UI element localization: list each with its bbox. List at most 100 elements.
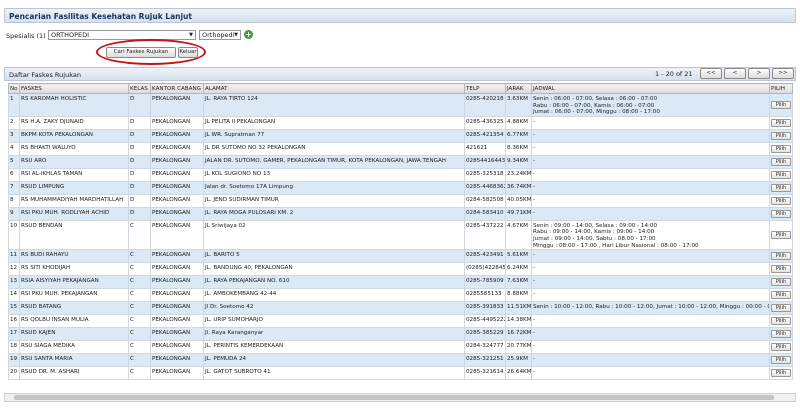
select-button[interactable]: Pilih	[771, 157, 791, 166]
table-cell: 1	[8, 93, 20, 117]
search-button[interactable]: Cari Faskes Rujukan	[106, 47, 176, 58]
table-cell: BKPM KOTA PEKALONGAN	[19, 128, 129, 143]
column-header: JADWAL	[531, 83, 770, 94]
table-row: 7 RSUD LIMPUNG D PEKALONGAN Jalan dr. Soetom…	[8, 180, 793, 195]
select-button[interactable]: Pilih	[771, 183, 791, 192]
schedule-line: -	[533, 369, 536, 376]
schedule-cell: -	[531, 353, 770, 368]
table-cell: RSUD BATANG	[19, 301, 129, 316]
table-cell: JL. URIP SUMOHARJO	[203, 314, 465, 329]
table-cell: PEKALONGAN	[150, 249, 204, 264]
schedule-line: Minggu : 08:00 - 17:00 , Hari Libur Nasi…	[533, 242, 699, 249]
select-button[interactable]: Pilih	[771, 118, 791, 127]
schedule-line: -	[533, 170, 536, 177]
select-button[interactable]: Pilih	[771, 209, 791, 218]
table-cell: 4	[8, 141, 20, 156]
select-button[interactable]: Pilih	[771, 252, 791, 261]
action-cell: Pilih	[769, 275, 793, 290]
pager-button[interactable]: >	[748, 68, 770, 79]
action-cell: Pilih	[769, 288, 793, 303]
schedule-cell: -	[531, 128, 770, 143]
pager-button[interactable]: <	[724, 68, 746, 79]
table-cell: 9	[8, 206, 20, 221]
table-row: 3 BKPM KOTA PEKALONGAN D PEKALONGAN JL WR. S…	[8, 128, 793, 143]
scrollbar-thumb[interactable]	[14, 395, 774, 400]
table-row: 1 RS KAROMAH HOLISTIC D PEKALONGAN JL. RAYA …	[8, 93, 793, 117]
exit-button[interactable]: Keluar	[178, 47, 198, 58]
action-cell: Pilih	[769, 93, 793, 117]
table-row: 17 RSUD KAJEN C PEKALONGAN Jl. Raya Karangan…	[8, 327, 793, 342]
table-cell: PEKALONGAN	[150, 327, 204, 342]
table-cell: C	[128, 249, 151, 264]
schedule-cell: Senin : 10:00 - 12:00, Rabu : 10:00 - 12…	[531, 301, 770, 316]
table-cell: D	[128, 141, 151, 156]
table-cell: RSU SANTA MARIA	[19, 353, 129, 368]
schedule-line: -	[533, 278, 536, 285]
table-cell: 0284-582508	[464, 193, 506, 208]
select-button[interactable]: Pilih	[771, 100, 791, 109]
table-cell: C	[128, 262, 151, 277]
specialist-select[interactable]: ORTHOPEDI ▼	[48, 30, 196, 40]
table-cell: D	[128, 167, 151, 182]
table-row: 6 RSI AL-IKHLAS TAMAN D PEKALONGAN JL KOL SU…	[8, 167, 793, 182]
table-cell: C	[128, 219, 151, 251]
table-cell: 12	[8, 262, 20, 277]
table-row: 8 RS MUHAMMADIYAH MARDHATILLAH D PEKALONGAN…	[8, 193, 793, 208]
select-button[interactable]: Pilih	[771, 291, 791, 300]
table-row: 9 RSI PKU MUH. RODLIYAH ACHID D PEKALONGAN J…	[8, 206, 793, 221]
table-cell: 0285-421354	[464, 128, 506, 143]
schedule-line: Senin : 09:00 - 14:00, Selasa : 09:00 - …	[533, 222, 658, 229]
action-cell: Pilih	[769, 206, 793, 221]
select-button[interactable]: Pilih	[771, 170, 791, 179]
table-row: 14 RSI PKU MUH. PEKAJANGAN C PEKALONGAN JL. …	[8, 288, 793, 303]
select-button[interactable]: Pilih	[771, 330, 791, 339]
table-cell: 8.88KM	[505, 288, 532, 303]
select-button[interactable]: Pilih	[771, 131, 791, 140]
action-cell: Pilih	[769, 128, 793, 143]
table-cell: 0285-785909	[464, 275, 506, 290]
select-button[interactable]: Pilih	[771, 317, 791, 326]
select-button[interactable]: Pilih	[771, 343, 791, 352]
pager-button[interactable]: <<	[700, 68, 722, 79]
table-cell: 26.64KM	[505, 366, 532, 381]
table-cell: D	[128, 154, 151, 169]
table-cell: 0285-385229	[464, 327, 506, 342]
schedule-cell: -	[531, 262, 770, 277]
select-button[interactable]: Pilih	[771, 144, 791, 153]
select-button[interactable]: Pilih	[771, 265, 791, 274]
schedule-line: -	[533, 183, 536, 190]
select-button[interactable]: Pilih	[771, 196, 791, 205]
column-header: No	[8, 83, 20, 94]
select-button[interactable]: Pilih	[771, 356, 791, 365]
schedule-cell: -	[531, 366, 770, 381]
table-cell: D	[128, 128, 151, 143]
select-button[interactable]: Pilih	[771, 278, 791, 287]
add-icon[interactable]: +	[244, 30, 253, 39]
select-button[interactable]: Pilih	[771, 230, 791, 239]
table-cell: 0285-436325	[464, 115, 506, 130]
table-cell: RSUD DR. M. ASHARI	[19, 366, 129, 381]
specialist-label: Spesialis (1)	[6, 32, 46, 40]
table-cell: 0285-4468362	[464, 180, 506, 195]
table-body: 1 RS KAROMAH HOLISTIC D PEKALONGAN JL. RAYA …	[8, 93, 793, 381]
table-cell: PEKALONGAN	[150, 193, 204, 208]
select-button[interactable]: Pilih	[771, 369, 791, 378]
action-cell: Pilih	[769, 366, 793, 381]
pager-button[interactable]: >>	[772, 68, 794, 79]
table-cell: PEKALONGAN	[150, 288, 204, 303]
table-cell: 5.61KM	[505, 249, 532, 264]
sub-specialist-select[interactable]: Orthopedi ▼	[199, 30, 241, 40]
schedule-line: -	[533, 131, 536, 138]
select-button[interactable]: Pilih	[771, 304, 791, 313]
select-arrow: ▼	[234, 32, 238, 38]
table-row: 5 RSU ARO D PEKALONGAN JALAN DR. SUTOMO, GAM…	[8, 154, 793, 169]
table-cell: JL. BANDUNG 40, PEKALONGAN	[203, 262, 465, 277]
action-cell: Pilih	[769, 219, 793, 251]
schedule-line: -	[533, 196, 536, 203]
schedule-line: Senin : 06:00 - 07:00, Selasa : 06:00 - …	[533, 96, 658, 102]
schedule-cell: Senin : 06:00 - 07:00, Selasa : 06:00 - …	[531, 93, 770, 117]
column-header: FASKES	[19, 83, 129, 94]
action-cell: Pilih	[769, 154, 793, 169]
header-row: No FASKES KELAS KANTOR CABANG ALAMAT TELP JARA…	[8, 83, 793, 94]
